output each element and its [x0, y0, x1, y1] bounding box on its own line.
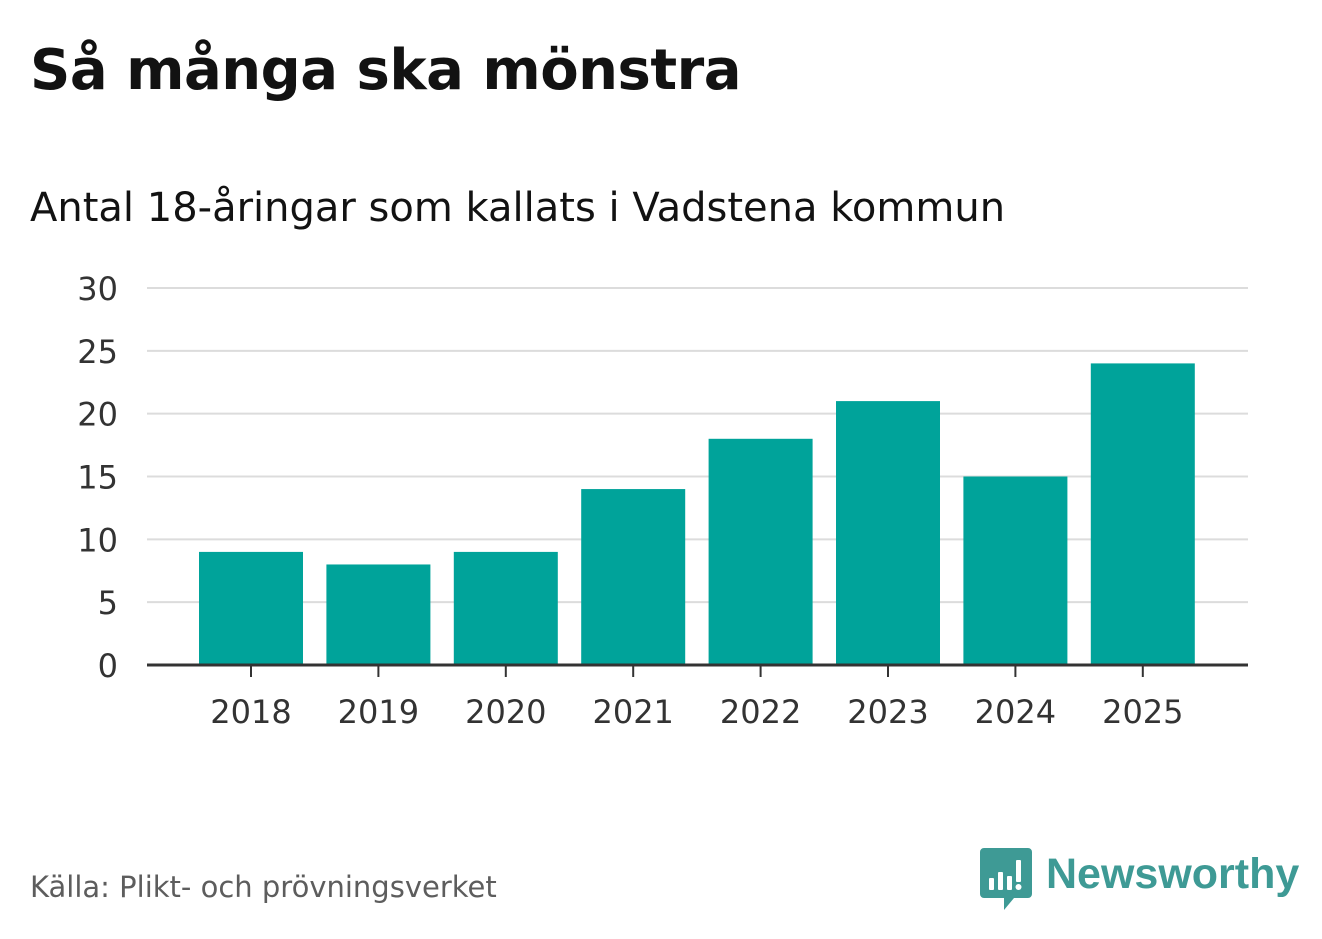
bar-2025 — [1090, 363, 1195, 665]
bar-2024 — [963, 476, 1068, 665]
x-tick-label: 2023 — [847, 693, 928, 731]
bar-2021 — [581, 489, 686, 665]
x-tick-label: 2024 — [975, 693, 1056, 731]
x-tick-label: 2018 — [210, 693, 291, 731]
source-note: Källa: Plikt- och prövningsverket — [30, 870, 497, 904]
x-tick-label: 2019 — [338, 693, 419, 731]
x-axis-ticks: 2018 2019 2020 2021 2022 2023 2024 2025 — [210, 665, 1184, 731]
x-tick-label: 2022 — [720, 693, 801, 731]
bar-2022 — [708, 438, 813, 665]
x-tick-label: 2020 — [465, 693, 546, 731]
bar-2020 — [453, 551, 558, 665]
y-tick-label: 15 — [77, 459, 118, 497]
chart-title: Så många ska mönstra — [30, 38, 742, 103]
x-tick-label: 2021 — [592, 693, 673, 731]
brand-name: Newsworthy — [1046, 850, 1300, 898]
y-tick-label: 0 — [98, 647, 118, 685]
bar-2018 — [199, 551, 303, 665]
y-tick-label: 5 — [98, 584, 118, 622]
gridlines — [147, 287, 1248, 604]
brand-logo: Newsworthy — [980, 848, 1299, 912]
chart-subtitle: Antal 18-åringar som kallats i Vadstena … — [30, 185, 1006, 231]
bars — [199, 363, 1195, 665]
y-axis-ticks: 0 5 10 15 20 25 30 — [77, 270, 118, 685]
y-tick-label: 20 — [77, 396, 118, 434]
y-tick-label: 25 — [77, 333, 118, 371]
y-tick-label: 30 — [77, 270, 118, 308]
bar-2019 — [326, 564, 431, 665]
bar-2023 — [836, 401, 940, 665]
y-tick-label: 10 — [77, 521, 118, 559]
newsworthy-logo-icon — [980, 848, 1032, 910]
x-tick-label: 2025 — [1102, 693, 1183, 731]
